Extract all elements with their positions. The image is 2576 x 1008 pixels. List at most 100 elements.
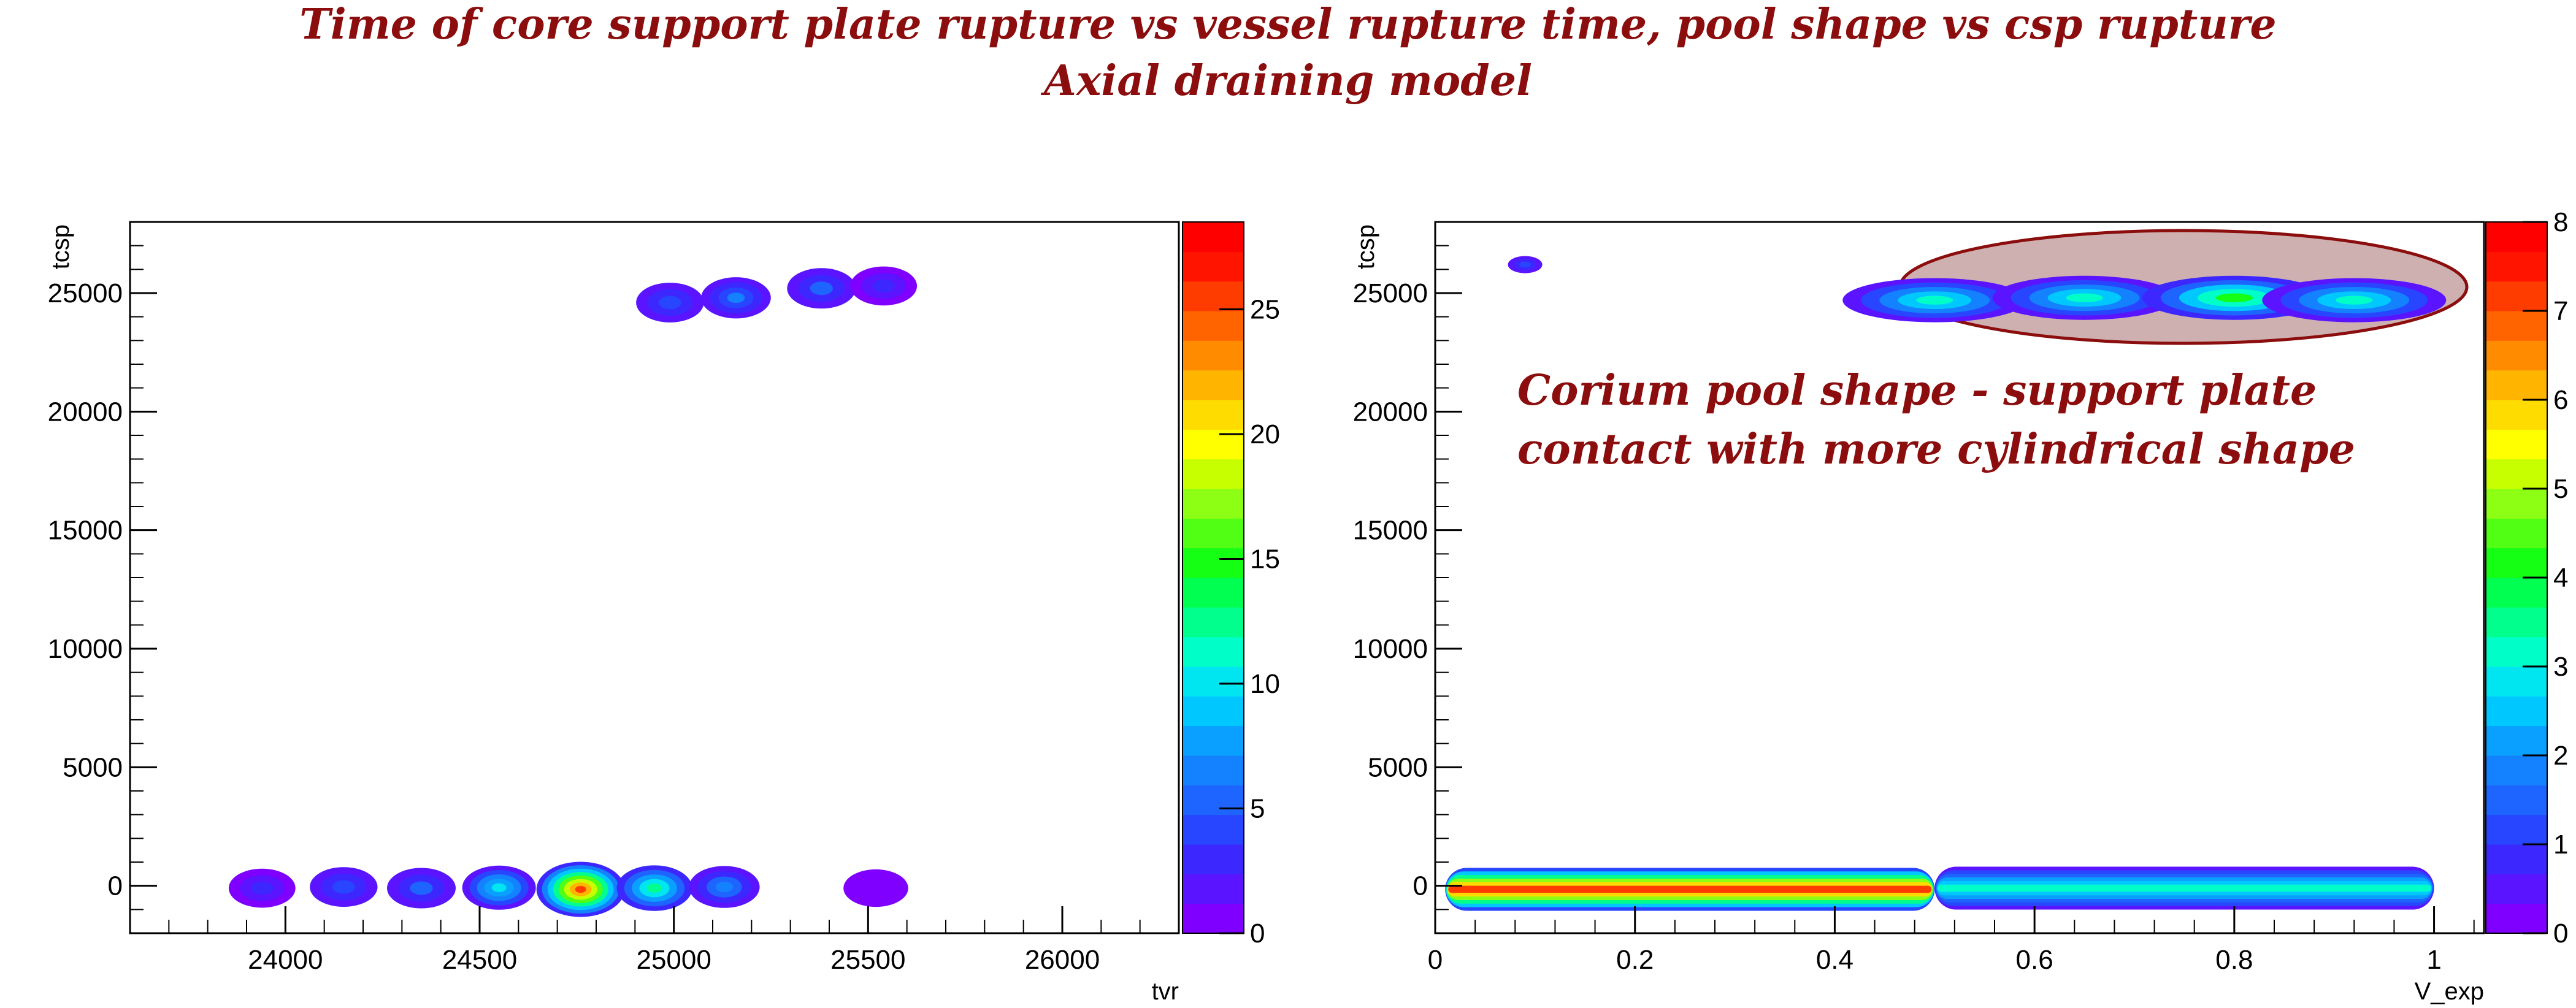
annotation-text: Corium pool shape - support plate contact…: [1517, 366, 2355, 474]
y-tick-label-0-1: 5000: [63, 752, 123, 782]
zscale-segment-1-0: [2486, 903, 2547, 934]
zscale-segment-0-2: [1183, 844, 1244, 874]
zscale-segment-1-10: [2486, 607, 2547, 638]
heat-blob-top-3-4: [2336, 296, 2373, 305]
plot-frame-0: [129, 221, 1180, 934]
x-tick-label-1-2: 0.4: [1816, 945, 1853, 975]
zscale-segment-1-4: [2486, 785, 2547, 815]
y-axis-title-1: tcsp: [1352, 224, 1379, 269]
zscale-tick-label-0-1: 5: [1250, 793, 1265, 823]
zscale-tick-label-1-5: 5: [2553, 474, 2568, 504]
y-tick-label-0-4: 20000: [48, 397, 123, 427]
heat-blob-0-4-7: [575, 885, 586, 893]
zscale-tick-label-1-6: 6: [2553, 385, 2568, 415]
heat-band-1-0-5: [1448, 885, 1932, 893]
x-axis-title-0: tvr: [1152, 978, 1179, 1005]
zscale-segment-1-9: [2486, 636, 2547, 667]
heat-blob-0-6-3: [715, 882, 734, 893]
chart-title-line1: Time of core support plate rupture vs ve…: [299, 0, 2277, 49]
x-tick-label-1-1: 0.2: [1616, 945, 1654, 975]
zscale-segment-0-18: [1183, 370, 1244, 400]
zscale-segment-0-14: [1183, 489, 1244, 519]
heat-blob-top-1-4: [2066, 293, 2103, 302]
zscale-segment-1-12: [2486, 548, 2547, 578]
zscale-segment-0-10: [1183, 607, 1244, 638]
zscale-segment-1-14: [2486, 489, 2547, 519]
heat-band-1-1-5: [1938, 884, 2431, 892]
zscale-segment-1-20: [2486, 311, 2547, 341]
heat-blob-0-1-2: [332, 880, 355, 894]
chart-title-line2: Axial draining model: [1044, 56, 1532, 105]
heat-blob-0-10-2: [810, 281, 834, 296]
x-tick-label-1-3: 0.6: [2016, 945, 2053, 975]
zscale-tick-label-0-0: 0: [1250, 918, 1265, 949]
x-tick-label-1-4: 0.8: [2215, 945, 2253, 975]
zscale-segment-1-1: [2486, 874, 2547, 904]
zscale-segment-1-2: [2486, 844, 2547, 874]
zscale-segment-0-9: [1183, 636, 1244, 667]
zscale-segment-0-21: [1183, 281, 1244, 311]
zscale-segment-1-21: [2486, 281, 2547, 311]
zscale-segment-0-0: [1183, 903, 1244, 934]
zscale-tick-label-1-8: 8: [2553, 207, 2568, 237]
x-tick-label-1-0: 0: [1428, 945, 1443, 975]
zscale-segment-0-6: [1183, 725, 1244, 756]
heat-blob-0-2-2: [410, 881, 433, 895]
heat-blob-top-0-4: [1916, 296, 1953, 305]
zscale-segment-1-22: [2486, 251, 2547, 282]
annotation-line-0: Corium pool shape - support plate: [1517, 366, 2317, 415]
y-tick-label-1-2: 10000: [1353, 634, 1428, 664]
zscale-segment-1-5: [2486, 755, 2547, 785]
zscale-tick-label-1-0: 0: [2553, 918, 2568, 949]
zscale-segment-0-4: [1183, 785, 1244, 815]
zscale-segment-1-17: [2486, 400, 2547, 430]
zscale-tick-label-1-7: 7: [2553, 296, 2568, 326]
zscale-tick-label-0-3: 15: [1250, 544, 1280, 574]
zscale-segment-0-7: [1183, 696, 1244, 727]
zscale-segment-1-18: [2486, 370, 2547, 400]
zscale-segment-0-1: [1183, 874, 1244, 904]
y-tick-label-0-5: 25000: [48, 278, 123, 308]
y-tick-label-1-1: 5000: [1368, 752, 1428, 782]
heat-blob-top-2-4: [2215, 293, 2253, 302]
zscale-segment-0-13: [1183, 518, 1244, 549]
zscale-segment-1-8: [2486, 666, 2547, 697]
x-axis-title-1: V_exp: [2415, 978, 2484, 1005]
heat-blob-0-9-3: [727, 292, 745, 304]
zscale-tick-label-0-2: 10: [1250, 669, 1280, 699]
zscale-segment-1-11: [2486, 578, 2547, 608]
zscale-tick-label-1-3: 3: [2553, 652, 2568, 682]
zscale-segment-0-8: [1183, 666, 1244, 697]
y-tick-label-1-4: 20000: [1353, 397, 1428, 427]
zscale-frame-0: [1182, 221, 1244, 934]
plot-frame-1: [1434, 221, 2485, 934]
x-tick-label-0-1: 24500: [442, 945, 517, 975]
zscale-segment-1-6: [2486, 725, 2547, 756]
zscale-segment-0-22: [1183, 251, 1244, 282]
zscale-tick-label-1-1: 1: [2553, 830, 2568, 860]
x-tick-label-0-4: 26000: [1025, 945, 1100, 975]
zscale-segment-0-15: [1183, 459, 1244, 489]
zscale-tick-label-1-4: 4: [2553, 563, 2568, 593]
zscale-segment-1-13: [2486, 518, 2547, 549]
zscale-segment-1-3: [2486, 814, 2547, 845]
y-tick-label-1-0: 0: [1413, 871, 1428, 901]
x-tick-label-1-5: 1: [2426, 945, 2441, 975]
y-tick-label-1-5: 25000: [1353, 278, 1428, 308]
zscale-segment-0-19: [1183, 340, 1244, 371]
zscale-segment-0-20: [1183, 311, 1244, 341]
x-tick-label-0-2: 25000: [636, 945, 711, 975]
zscale-tick-label-0-4: 20: [1250, 419, 1280, 449]
zscale-segment-0-23: [1183, 222, 1244, 252]
y-tick-label-0-2: 10000: [48, 634, 123, 664]
zscale-tick-label-1-2: 2: [2553, 741, 2568, 771]
zscale-segment-0-3: [1183, 814, 1244, 845]
zscale-segment-1-7: [2486, 696, 2547, 727]
zscale-segment-0-11: [1183, 578, 1244, 608]
zscale-segment-0-5: [1183, 755, 1244, 785]
heat-blob-0-8-2: [658, 296, 681, 310]
annotation-line-1: contact with more cylindrical shape: [1517, 425, 2355, 474]
x-tick-label-0-3: 25500: [830, 945, 905, 975]
y-tick-label-0-0: 0: [108, 871, 123, 901]
